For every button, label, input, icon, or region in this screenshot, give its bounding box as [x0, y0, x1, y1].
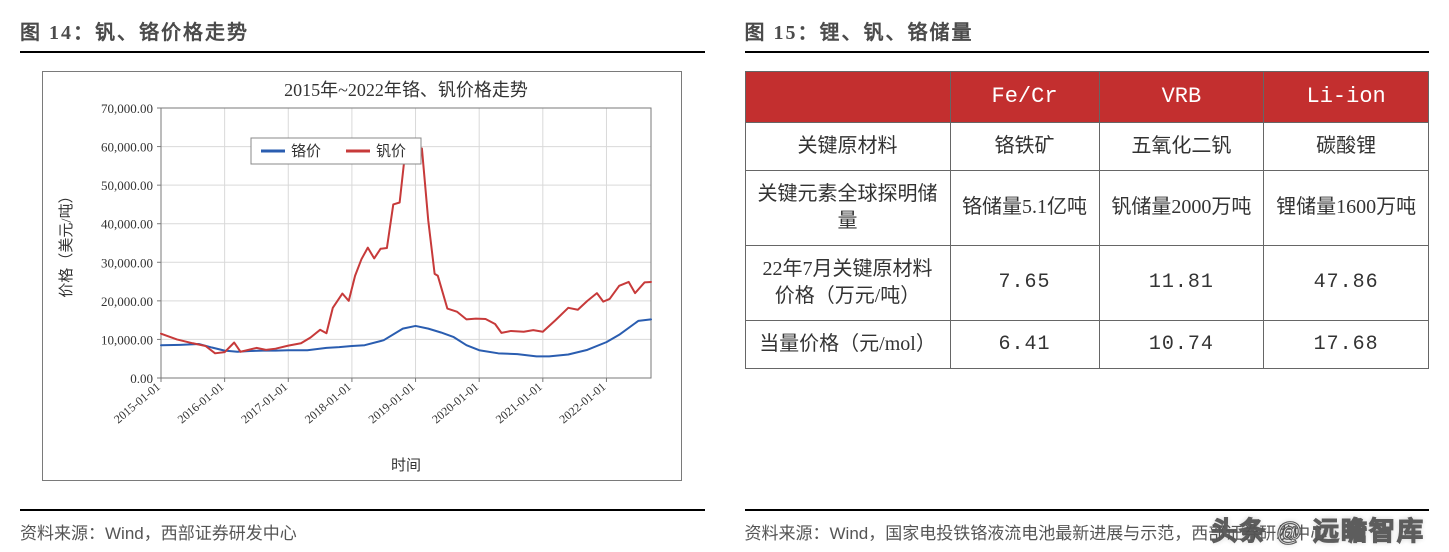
svg-text:2018-01-01: 2018-01-01	[302, 380, 354, 427]
table-row-head: 22年7月关键原材料价格（万元/吨）	[745, 245, 950, 320]
table-cell: 铬铁矿	[950, 122, 1099, 170]
figure-15-title: 图 15：锂、钒、铬储量	[745, 16, 1430, 53]
table-header-fecr: Fe/Cr	[950, 72, 1099, 123]
reserves-table: Fe/Cr VRB Li-ion 关键原材料铬铁矿五氧化二钒碳酸锂关键元素全球探…	[745, 71, 1430, 369]
table-cell: 锂储量1600万吨	[1264, 170, 1429, 245]
figure-15-body: Fe/Cr VRB Li-ion 关键原材料铬铁矿五氧化二钒碳酸锂关键元素全球探…	[745, 71, 1430, 491]
figure-14-body: 0.0010,000.0020,000.0030,000.0040,000.00…	[20, 71, 705, 491]
svg-text:铬价: 铬价	[291, 143, 321, 160]
svg-text:40,000.00: 40,000.00	[101, 217, 153, 232]
table-row: 关键原材料铬铁矿五氧化二钒碳酸锂	[745, 122, 1429, 170]
table-header-vrb: VRB	[1099, 72, 1264, 123]
svg-text:2015年~2022年铬、钒价格走势: 2015年~2022年铬、钒价格走势	[284, 80, 528, 100]
svg-text:20,000.00: 20,000.00	[101, 294, 153, 309]
table-row-head: 关键原材料	[745, 122, 950, 170]
figure-15-source: 资料来源：Wind，国家电投铁铬液流电池最新进展与示范，西部证券研发中心	[745, 509, 1430, 544]
svg-text:2021-01-01: 2021-01-01	[493, 380, 545, 427]
table-cell: 碳酸锂	[1264, 122, 1429, 170]
figure-14-source: 资料来源：Wind，西部证券研发中心	[20, 509, 705, 544]
svg-text:60,000.00: 60,000.00	[101, 140, 153, 155]
table-row-head: 当量价格（元/mol）	[745, 320, 950, 368]
price-chart-frame: 0.0010,000.0020,000.0030,000.0040,000.00…	[42, 71, 682, 481]
svg-text:70,000.00: 70,000.00	[101, 101, 153, 116]
table-row: 当量价格（元/mol）6.4110.7417.68	[745, 320, 1429, 368]
table-header-liion: Li-ion	[1264, 72, 1429, 123]
svg-text:钒价: 钒价	[376, 143, 406, 160]
table-cell: 钒储量2000万吨	[1099, 170, 1264, 245]
svg-text:价格（美元/吨）: 价格（美元/吨）	[58, 188, 75, 297]
table-row-head: 关键元素全球探明储量	[745, 170, 950, 245]
figure-14: 图 14：钒、铬价格走势 0.0010,000.0020,000.0030,00…	[20, 16, 705, 544]
svg-text:2019-01-01: 2019-01-01	[366, 380, 418, 427]
table-row: 关键元素全球探明储量铬储量5.1亿吨钒储量2000万吨锂储量1600万吨	[745, 170, 1429, 245]
table-cell: 铬储量5.1亿吨	[950, 170, 1099, 245]
table-cell: 11.81	[1099, 245, 1264, 320]
svg-text:2015-01-01: 2015-01-01	[111, 380, 163, 427]
svg-text:2022-01-01: 2022-01-01	[557, 380, 609, 427]
table-cell: 7.65	[950, 245, 1099, 320]
table-cell: 47.86	[1264, 245, 1429, 320]
figure-15: 图 15：锂、钒、铬储量 Fe/Cr VRB Li-ion 关键原材料铬铁矿五氧…	[745, 16, 1430, 544]
table-cell: 五氧化二钒	[1099, 122, 1264, 170]
table-cell: 10.74	[1099, 320, 1264, 368]
svg-text:10,000.00: 10,000.00	[101, 332, 153, 347]
table-cell: 17.68	[1264, 320, 1429, 368]
table-header-blank	[745, 72, 950, 123]
price-line-chart: 0.0010,000.0020,000.0030,000.0040,000.00…	[53, 78, 673, 474]
svg-text:2017-01-01: 2017-01-01	[239, 380, 291, 427]
svg-text:30,000.00: 30,000.00	[101, 255, 153, 270]
svg-text:50,000.00: 50,000.00	[101, 178, 153, 193]
table-cell: 6.41	[950, 320, 1099, 368]
table-header-row: Fe/Cr VRB Li-ion	[745, 72, 1429, 123]
table-row: 22年7月关键原材料价格（万元/吨）7.6511.8147.86	[745, 245, 1429, 320]
svg-text:2016-01-01: 2016-01-01	[175, 380, 227, 427]
figure-14-title: 图 14：钒、铬价格走势	[20, 16, 705, 53]
svg-text:时间: 时间	[391, 457, 421, 474]
svg-text:2020-01-01: 2020-01-01	[429, 380, 481, 427]
